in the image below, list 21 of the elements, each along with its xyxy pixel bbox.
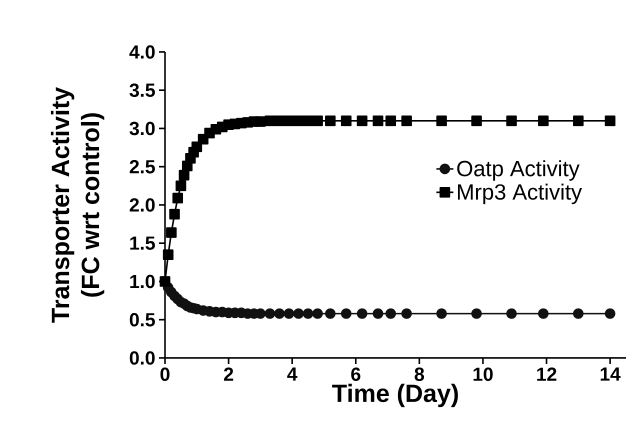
y-tick-label: 3.5: [130, 83, 155, 97]
y-tick-label: 0.0: [130, 351, 155, 365]
x-tick-label: 10: [474, 368, 493, 381]
y-tick-label: 0.5: [130, 313, 155, 326]
y-tick-label: 4.0: [129, 45, 155, 59]
y-tick-label: 3.0: [130, 122, 155, 136]
x-tick-label: 8: [414, 368, 424, 381]
x-tick-label: 14: [600, 368, 621, 381]
legend-label: Oatp Activity: [457, 160, 580, 181]
x-tick-label: 6: [351, 368, 360, 381]
x-tick-label: 2: [224, 368, 234, 381]
legend-label: Mrp3 Activity: [458, 184, 582, 204]
x-tick-label: 12: [537, 368, 556, 381]
y-tick-label: 2.0: [130, 198, 155, 212]
x-tick-label: 4: [287, 368, 298, 381]
y-tick-label: 1.5: [130, 236, 155, 250]
y-tick-label: 2.5: [130, 160, 155, 174]
y-axis-title: Transporter Activity (FC wrt control): [50, 87, 104, 323]
x-axis-title: Time (Day): [332, 384, 458, 408]
y-tick-label: 1.0: [130, 274, 155, 288]
x-tick-label: 0: [160, 368, 170, 381]
